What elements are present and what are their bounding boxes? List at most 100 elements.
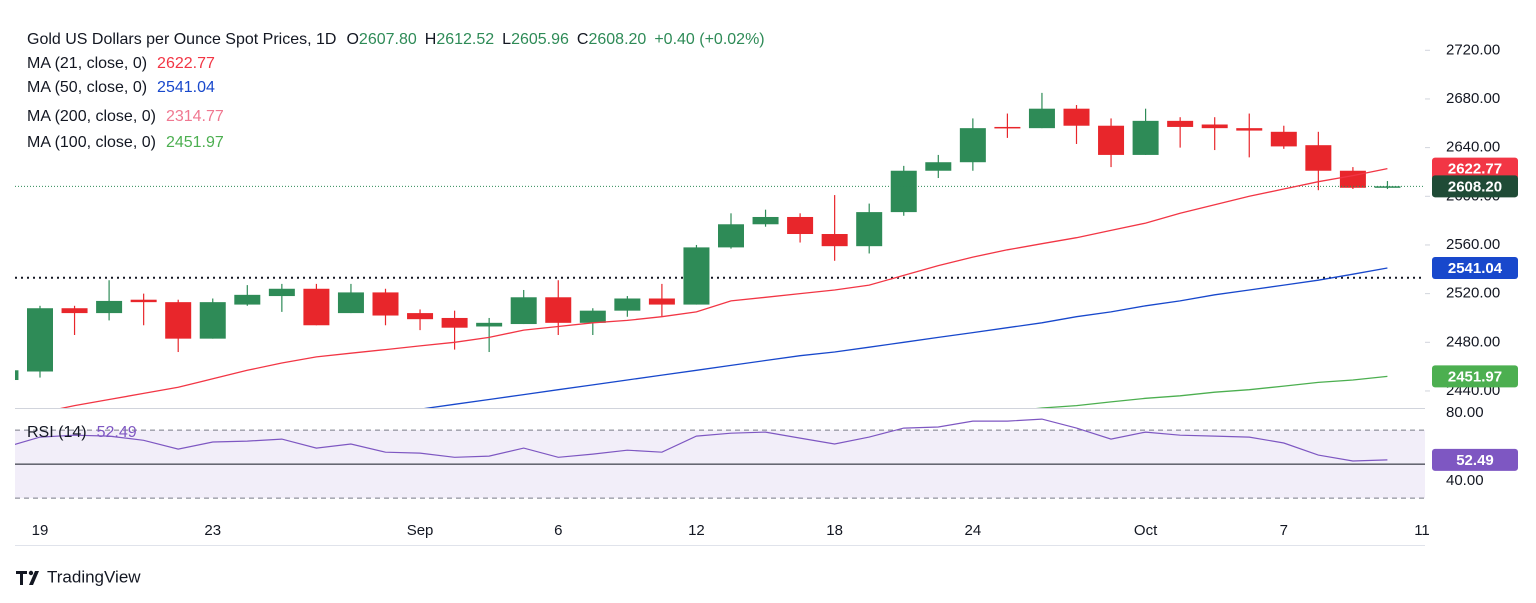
legend-entry: MA (100, close, 0) 2451.97 <box>27 134 224 151</box>
last-price-badge: 2608.20 <box>1448 178 1502 195</box>
x-tick-label: 19 <box>32 522 49 539</box>
legend-name: MA (50, close, 0) <box>27 79 147 96</box>
candle-body <box>130 299 157 303</box>
ohlc-label: O <box>346 31 358 48</box>
candle-body <box>890 170 917 213</box>
candle-body <box>821 234 848 247</box>
legend-entry: MA (200, close, 0) 2314.77 <box>27 108 224 125</box>
candle-body <box>510 297 537 325</box>
logo-mark <box>29 571 39 585</box>
candle-body <box>925 162 952 171</box>
legend-entry: MA (21, close, 0) 2622.77 <box>27 55 215 72</box>
brand-name: TradingView <box>47 567 141 586</box>
y-tick-label: 2720.00 <box>1446 41 1500 58</box>
candle-body <box>441 317 468 328</box>
ma-badge: 2541.04 <box>1448 260 1503 277</box>
legend-name: MA (100, close, 0) <box>27 134 156 151</box>
rsi-tick-label: 80.00 <box>1446 404 1484 421</box>
rsi-tick-label: 40.00 <box>1446 472 1484 489</box>
header: Gold US Dollars per Ounce Spot Prices, 1… <box>27 31 765 48</box>
ma-badge: 2622.77 <box>1448 161 1502 178</box>
candle-body <box>752 216 779 225</box>
candle-body <box>372 292 399 316</box>
candle-body <box>1236 128 1263 131</box>
x-tick-label: Oct <box>1134 522 1158 539</box>
last-price-badge-bg <box>1432 175 1518 198</box>
rsi-pane <box>15 418 1425 499</box>
logo-mark <box>16 571 27 585</box>
legend-name: MA (21, close, 0) <box>27 55 147 72</box>
x-tick-label: 7 <box>1280 522 1288 539</box>
candle-body <box>165 302 192 339</box>
candle-body <box>1201 124 1228 129</box>
legend-value: 2622.77 <box>157 55 215 72</box>
legend-name: RSI (14) <box>27 424 87 441</box>
legend-entry: MA (50, close, 0) 2541.04 <box>27 79 215 96</box>
candle-body <box>96 300 123 314</box>
candle-body <box>579 310 606 323</box>
y-tick-label: 2480.00 <box>1446 333 1500 350</box>
legend-value: 2314.77 <box>166 108 224 125</box>
candle-body <box>268 288 295 297</box>
candle-body <box>856 212 883 247</box>
candle-body <box>1270 131 1297 147</box>
legend-name: MA (200, close, 0) <box>27 108 156 125</box>
ohlc-value: 2608.20 <box>588 31 646 48</box>
candle-body <box>337 292 364 314</box>
candle-body <box>1374 186 1401 188</box>
ohlc-value: 2607.80 <box>359 31 417 48</box>
ma-badge: 2451.97 <box>1448 368 1502 385</box>
candle-body <box>1063 108 1090 126</box>
candle-body <box>994 126 1021 129</box>
legend-value: 52.49 <box>97 424 137 441</box>
rsi-legend: RSI (14) 52.49 <box>27 424 137 441</box>
y-tick-label: 2560.00 <box>1446 236 1500 253</box>
candle-body <box>1339 170 1366 188</box>
x-tick-label: 6 <box>554 522 562 539</box>
candle-body <box>545 297 572 323</box>
rsi-badge-bg <box>1432 448 1518 471</box>
ma-badge-bg <box>1432 257 1518 280</box>
legend-value: 2541.04 <box>157 79 215 96</box>
x-tick-label: 11 <box>1414 522 1430 539</box>
logo-mark <box>28 570 34 576</box>
candle-body <box>683 247 710 305</box>
candle-body <box>234 294 261 305</box>
x-tick-label: 18 <box>826 522 843 539</box>
y-tick-label: 2680.00 <box>1446 90 1500 107</box>
x-tick-label: 23 <box>204 522 221 539</box>
candle-body <box>303 288 330 326</box>
rsi-line <box>15 418 1388 462</box>
moving-average <box>60 167 1388 408</box>
candle-body <box>614 298 641 311</box>
candle-body <box>959 128 986 163</box>
ma-badge-bg <box>1432 157 1518 180</box>
moving-average <box>1035 375 1388 408</box>
x-tick-label: 24 <box>965 522 982 539</box>
ma-badge-bg <box>1432 365 1518 388</box>
candle-body <box>1167 120 1194 127</box>
moving-average <box>423 267 1388 408</box>
overlay: 2440.002480.002520.002560.002600.002640.… <box>27 31 1518 539</box>
ohlc-label: L <box>502 31 511 48</box>
price-pane <box>15 92 1425 408</box>
candle-body <box>648 298 675 305</box>
candle-body <box>1028 108 1055 129</box>
ohlc-value: 2605.96 <box>511 31 569 48</box>
candle-body <box>1132 120 1159 155</box>
symbol: Gold US Dollars per Ounce Spot Prices, 1… <box>27 31 336 48</box>
candle-body <box>407 313 434 320</box>
candle-body <box>15 370 19 381</box>
ohlc-label: H <box>425 31 437 48</box>
legend-value: 2451.97 <box>166 134 224 151</box>
candle-body <box>27 308 53 372</box>
candle-body <box>718 224 744 248</box>
candle-body <box>199 302 226 339</box>
y-tick-label: 2640.00 <box>1446 139 1500 156</box>
candle-body <box>61 308 88 314</box>
ohlc-label: C <box>577 31 589 48</box>
y-tick-label: 2520.00 <box>1446 285 1500 302</box>
x-tick-label: Sep <box>407 522 434 539</box>
